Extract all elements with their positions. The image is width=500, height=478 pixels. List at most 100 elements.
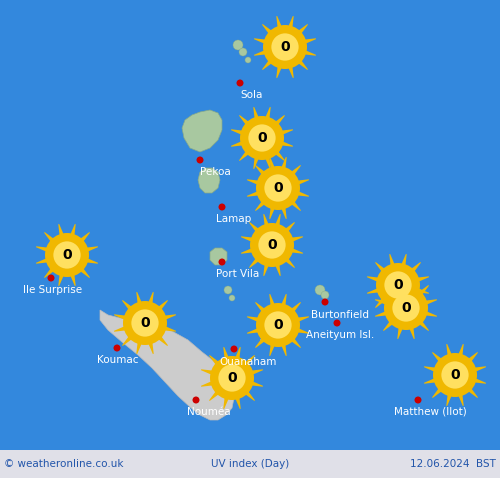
Polygon shape — [235, 347, 240, 359]
Polygon shape — [424, 299, 437, 305]
Polygon shape — [276, 16, 282, 29]
Polygon shape — [70, 224, 75, 237]
Polygon shape — [114, 314, 126, 320]
Polygon shape — [281, 157, 286, 170]
Polygon shape — [201, 369, 213, 375]
Text: Ile Surprise: Ile Surprise — [24, 285, 82, 295]
Polygon shape — [255, 200, 266, 211]
Polygon shape — [304, 38, 316, 44]
Circle shape — [433, 353, 477, 397]
Polygon shape — [290, 248, 303, 254]
Polygon shape — [260, 337, 268, 342]
Text: Nouméa: Nouméa — [187, 407, 231, 417]
Polygon shape — [280, 141, 293, 147]
Text: 0: 0 — [280, 40, 290, 54]
Polygon shape — [224, 397, 229, 409]
Polygon shape — [244, 355, 255, 366]
Polygon shape — [296, 328, 309, 334]
Polygon shape — [122, 300, 132, 311]
Polygon shape — [416, 288, 429, 293]
Polygon shape — [44, 267, 54, 278]
Polygon shape — [164, 326, 176, 332]
Polygon shape — [270, 344, 275, 356]
Polygon shape — [36, 246, 48, 252]
Polygon shape — [418, 285, 429, 295]
Circle shape — [230, 346, 237, 352]
Polygon shape — [424, 366, 436, 372]
Polygon shape — [458, 393, 464, 406]
Polygon shape — [458, 344, 464, 357]
Polygon shape — [210, 248, 227, 265]
Text: 0: 0 — [273, 181, 283, 195]
Circle shape — [272, 33, 298, 61]
Polygon shape — [409, 326, 414, 339]
Circle shape — [263, 25, 307, 69]
Polygon shape — [468, 352, 478, 363]
Circle shape — [229, 295, 235, 301]
Circle shape — [236, 79, 244, 87]
Polygon shape — [383, 320, 394, 331]
Polygon shape — [274, 115, 285, 126]
Polygon shape — [209, 355, 220, 366]
Polygon shape — [231, 129, 243, 135]
Polygon shape — [265, 156, 270, 169]
Polygon shape — [249, 222, 260, 233]
Circle shape — [392, 294, 419, 322]
Polygon shape — [262, 24, 272, 34]
Circle shape — [384, 272, 411, 299]
Circle shape — [233, 40, 243, 50]
Polygon shape — [264, 263, 269, 276]
Bar — [0, 450, 500, 478]
Polygon shape — [304, 50, 316, 56]
Polygon shape — [416, 276, 429, 282]
Text: Sola: Sola — [241, 90, 263, 100]
Polygon shape — [281, 344, 286, 356]
Circle shape — [45, 233, 89, 277]
Circle shape — [322, 298, 328, 305]
Polygon shape — [250, 369, 263, 375]
Text: 0: 0 — [257, 131, 267, 145]
Polygon shape — [201, 381, 213, 387]
Text: Lamap: Lamap — [216, 214, 252, 224]
Polygon shape — [390, 304, 395, 316]
Polygon shape — [290, 236, 303, 242]
Polygon shape — [424, 378, 436, 384]
Polygon shape — [281, 206, 286, 219]
Polygon shape — [136, 292, 142, 304]
Polygon shape — [254, 156, 259, 169]
Polygon shape — [298, 24, 308, 34]
Polygon shape — [296, 191, 309, 197]
Circle shape — [334, 319, 340, 326]
Polygon shape — [235, 397, 240, 409]
Text: 0: 0 — [62, 248, 72, 262]
Text: 0: 0 — [450, 368, 460, 382]
Circle shape — [414, 396, 422, 403]
Polygon shape — [410, 297, 421, 308]
Circle shape — [250, 223, 294, 267]
Circle shape — [48, 274, 54, 282]
Polygon shape — [390, 254, 395, 266]
Polygon shape — [209, 391, 220, 401]
Polygon shape — [288, 65, 294, 78]
Polygon shape — [114, 326, 126, 332]
Polygon shape — [290, 165, 301, 175]
Circle shape — [264, 174, 291, 202]
Polygon shape — [249, 258, 260, 268]
Polygon shape — [254, 38, 266, 44]
Polygon shape — [409, 277, 414, 290]
Polygon shape — [36, 258, 48, 264]
Polygon shape — [410, 262, 421, 272]
Circle shape — [54, 241, 80, 269]
Polygon shape — [136, 342, 142, 354]
Polygon shape — [375, 311, 388, 317]
Polygon shape — [474, 378, 486, 384]
Polygon shape — [241, 248, 254, 254]
Text: Ouanaham: Ouanaham — [220, 357, 276, 367]
Polygon shape — [264, 214, 269, 227]
Polygon shape — [247, 179, 260, 185]
Polygon shape — [401, 254, 406, 266]
Circle shape — [256, 303, 300, 347]
Polygon shape — [446, 344, 452, 357]
Polygon shape — [239, 115, 250, 126]
Text: 0: 0 — [273, 318, 283, 332]
